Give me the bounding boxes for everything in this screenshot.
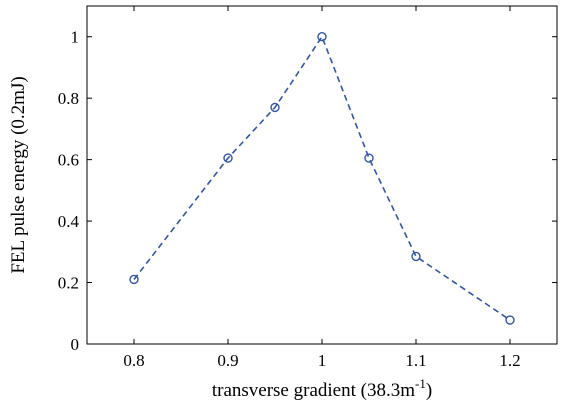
x-axis-label: transverse gradient (38.3m-1)	[212, 376, 432, 401]
x-axis-label-superscript: -1	[415, 376, 426, 391]
series-layer	[129, 32, 515, 325]
y-tick-label: 0.8	[58, 89, 79, 108]
x-tick-label: 1.2	[499, 351, 520, 370]
y-tick-label: 0.6	[58, 151, 79, 170]
x-tick-label: 0.8	[123, 351, 144, 370]
x-tick-label: 0.9	[217, 351, 238, 370]
x-tick-label: 1	[318, 351, 327, 370]
data-point	[223, 153, 233, 163]
ticks: 0.8 0.9 1 1.1 1.2 0 0.2 0.4 0.6 0.8 1	[58, 6, 557, 370]
plot-area	[86, 5, 558, 345]
data-point	[411, 251, 421, 262]
y-tick-label: 1	[71, 28, 80, 47]
y-tick-label: 0.4	[58, 212, 80, 231]
y-tick-label: 0.2	[58, 274, 79, 293]
x-axis-label-main: transverse gradient (38.3m	[212, 380, 415, 401]
data-point	[129, 274, 139, 285]
x-tick-label: 1.1	[405, 351, 426, 370]
x-axis-label-end: )	[426, 380, 432, 401]
data-point	[270, 102, 280, 113]
y-tick-label: 0	[71, 335, 80, 354]
data-point	[505, 315, 515, 325]
data-point	[364, 153, 374, 163]
data-point	[317, 32, 327, 42]
y-axis-label: FEL pulse energy (0.2mJ)	[8, 76, 29, 273]
series-line	[133, 34, 511, 321]
